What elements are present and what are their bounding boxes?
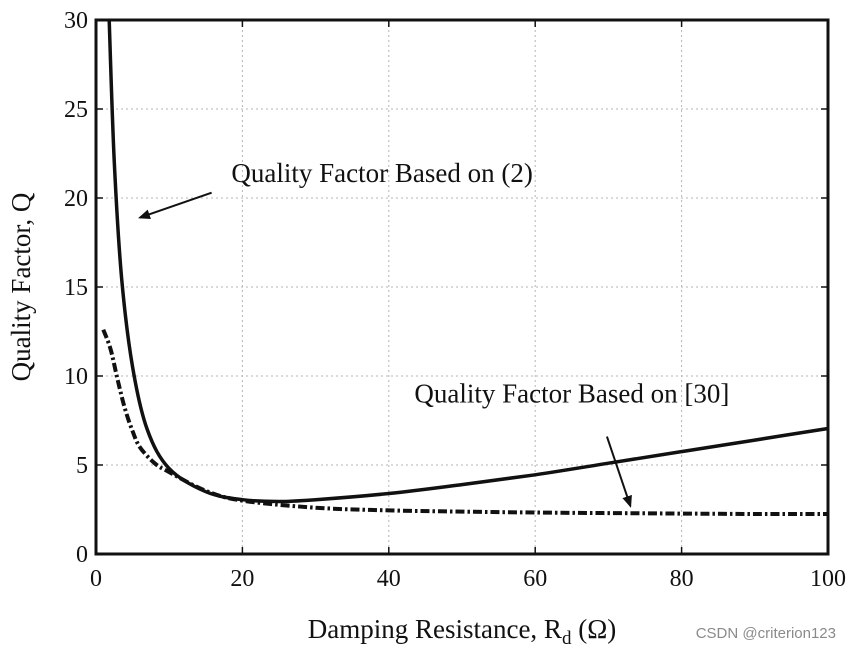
series-layer: [101, 19, 829, 517]
annotation-label-2: Quality Factor Based on [30]: [414, 379, 729, 409]
x-tick-label: 20: [230, 566, 254, 592]
y-axis-title: Quality Factor, Q: [6, 192, 36, 381]
x-tick-label: 0: [90, 566, 102, 592]
annotations: Quality Factor Based on (2) Quality Facto…: [138, 158, 729, 508]
x-axis-title: Damping Resistance, Rd (Ω): [308, 614, 617, 649]
y-tick-label: 10: [64, 364, 88, 390]
ticks: 0 20 40 60 80 100 0 5 10 15 20 25 30: [64, 8, 846, 592]
annotation-arrow-2: [605, 436, 632, 508]
series-line-1: [107, 19, 829, 504]
series-line-2: [101, 328, 828, 517]
y-tick-label: 20: [64, 186, 88, 212]
x-tick-label: 60: [523, 566, 547, 592]
grid-lines: [96, 20, 828, 554]
watermark: CSDN @criterion123: [695, 625, 836, 642]
annotation-arrow-1: [138, 191, 212, 220]
y-tick-label: 30: [64, 8, 88, 34]
x-axis-title-main: Damping Resistance, R: [308, 614, 562, 644]
x-axis-title-unit: (Ω): [571, 614, 616, 644]
x-tick-label: 40: [377, 566, 401, 592]
y-tick-label: 15: [64, 275, 88, 301]
x-axis-title-subscript: d: [562, 628, 572, 649]
x-tick-label: 80: [670, 566, 694, 592]
y-tick-label: 0: [76, 542, 88, 568]
y-tick-label: 5: [76, 453, 88, 479]
y-tick-label: 25: [64, 97, 88, 123]
x-tick-label: 100: [810, 566, 846, 592]
annotation-label-1: Quality Factor Based on (2): [231, 158, 532, 188]
